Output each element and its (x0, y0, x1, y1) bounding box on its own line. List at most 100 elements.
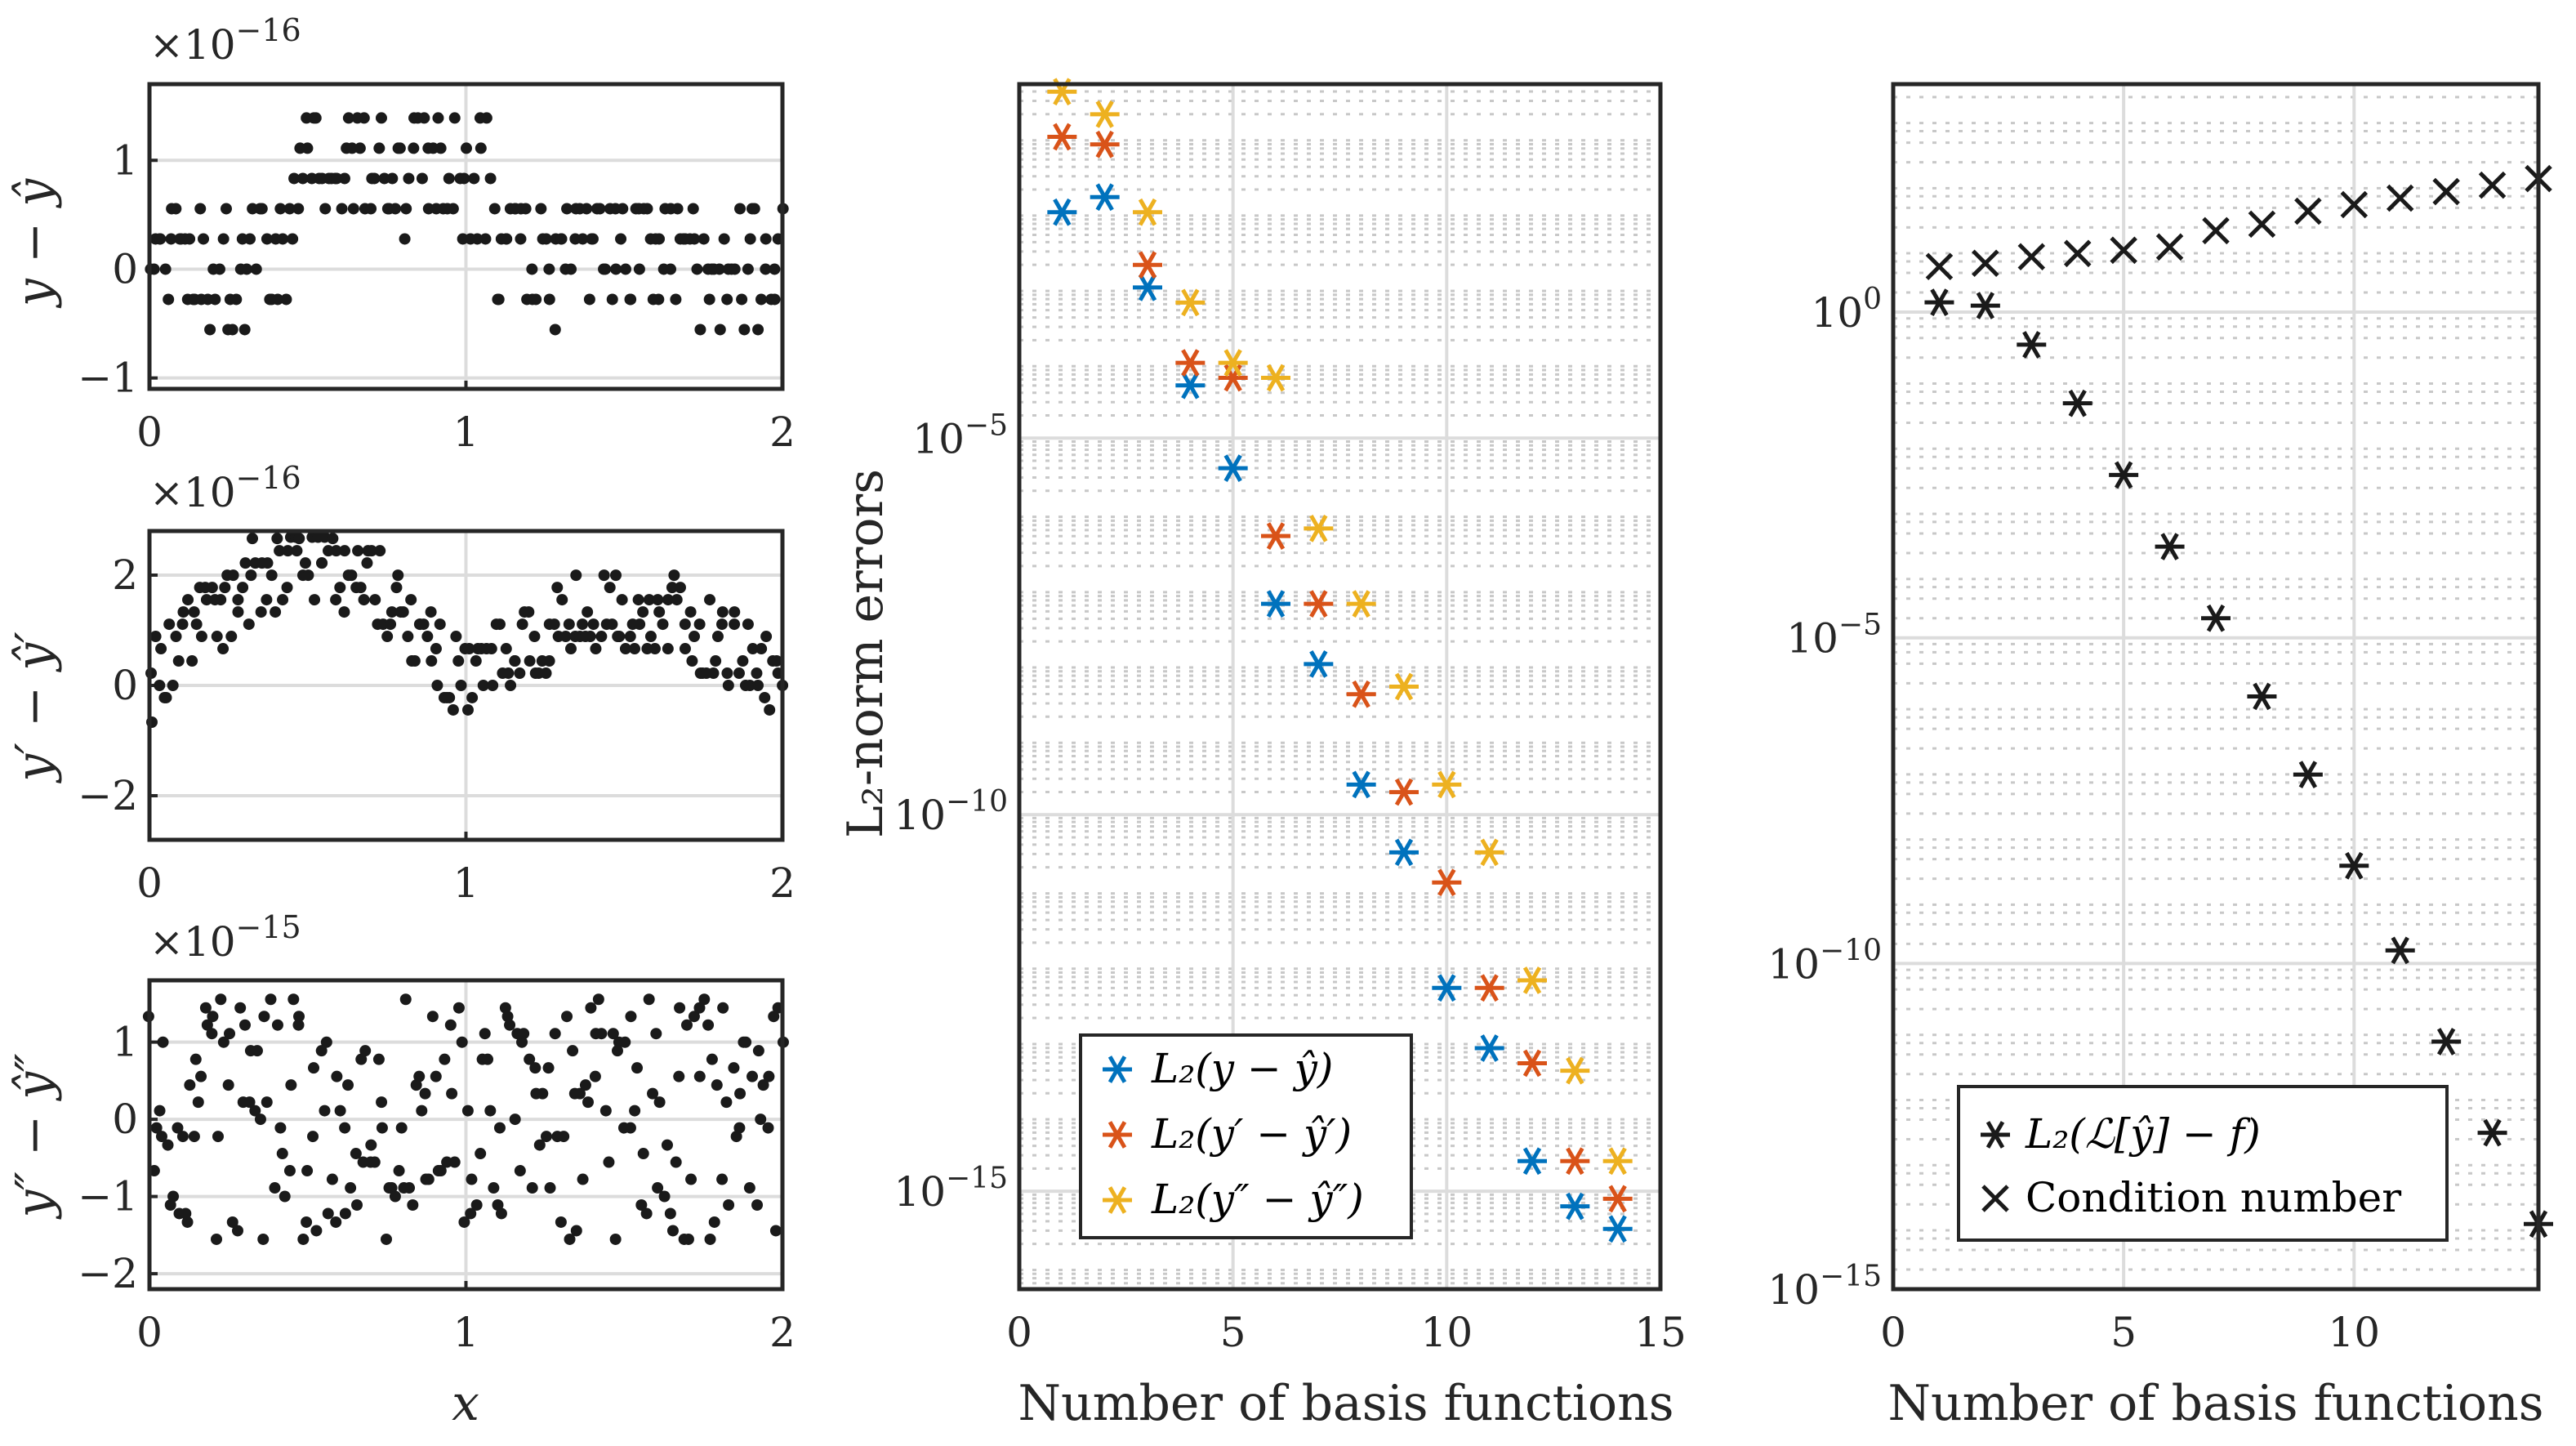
data-point (617, 203, 629, 215)
data-point (613, 631, 626, 643)
data-point (587, 618, 599, 631)
data-point (574, 1087, 586, 1100)
data-point (211, 1233, 223, 1245)
data-point (475, 1148, 487, 1160)
data-point (537, 1087, 549, 1100)
data-point (157, 1036, 169, 1048)
data-point (342, 112, 354, 124)
marker-residual_condition-s1-stroke (2017, 243, 2046, 271)
data-point (673, 1070, 685, 1082)
data-point (582, 1096, 595, 1109)
data-point (368, 172, 381, 185)
data-point (186, 655, 198, 667)
marker-l2_errors-s1-stroke (1309, 590, 1328, 618)
data-point (261, 233, 273, 245)
data-point (670, 1156, 682, 1168)
data-point (619, 263, 631, 275)
data-point (529, 1062, 541, 1074)
data-point (751, 680, 764, 691)
data-point (421, 631, 434, 643)
marker-l2_errors-s1 (1175, 349, 1206, 377)
data-point (528, 631, 541, 643)
data-point (563, 618, 575, 631)
marker-residual_condition-s1-stroke (2063, 239, 2092, 268)
data-point (330, 545, 342, 557)
marker-l2_errors-s0 (1518, 1147, 1547, 1176)
marker-l2_errors-s0-stroke (1181, 371, 1200, 399)
data-point (390, 582, 403, 594)
data-point (241, 263, 253, 275)
data-point (217, 643, 230, 655)
marker-l2_errors-s1-stroke (1437, 868, 1456, 897)
panel-residual-dy: y′ − ŷ′ ×10−16 0 1 2 −2 0 2 (6, 460, 796, 907)
data-point (728, 1062, 740, 1074)
data-point (400, 203, 412, 215)
data-point (176, 1131, 189, 1143)
data-point (583, 293, 595, 306)
marker-residual_condition-s1 (2386, 184, 2414, 212)
data-point (641, 203, 653, 215)
data-point (671, 203, 684, 215)
data-point (609, 1233, 622, 1245)
data-point (579, 1079, 591, 1091)
marker-residual_condition-s0-stroke (2345, 851, 2364, 880)
data-point (271, 533, 283, 545)
marker-residual_condition-s1 (2294, 197, 2322, 225)
marker-residual_condition-s1-stroke (2202, 216, 2230, 245)
data-point (339, 545, 351, 557)
x-tick-label: 5 (1220, 1309, 1246, 1356)
data-point (752, 1045, 764, 1057)
legend-marker-condition (1981, 1185, 2009, 1212)
marker-l2_errors-s0-stroke (1223, 454, 1242, 483)
data-point (201, 1019, 213, 1031)
marker-l2_errors-s1 (1389, 778, 1419, 806)
data-point (762, 1122, 774, 1134)
x-tick-label: 2 (769, 859, 796, 907)
data-point (226, 1216, 238, 1228)
data-point (543, 655, 555, 667)
data-point (769, 293, 781, 306)
data-point (296, 172, 309, 185)
data-point (516, 618, 528, 631)
data-point (610, 569, 622, 582)
data-point (661, 1139, 673, 1151)
marker-l2_errors-s2-stroke (1566, 1056, 1584, 1085)
legend-marker-series3-stroke (1108, 1186, 1127, 1214)
data-point (257, 1233, 270, 1245)
data-point (320, 1036, 332, 1048)
data-point (682, 1233, 694, 1245)
plot-frame (1017, 82, 1663, 1292)
data-point (346, 142, 359, 154)
data-point (301, 142, 314, 154)
marker-residual_condition-s0-stroke (1930, 288, 1949, 316)
data-point (540, 233, 552, 245)
data-point (470, 655, 482, 667)
marker-residual_condition-s0 (2293, 761, 2323, 788)
data-point (460, 142, 472, 154)
marker-residual_condition-s1 (2248, 210, 2276, 239)
data-point (492, 1198, 504, 1211)
data-point (234, 1002, 247, 1014)
data-point (581, 203, 593, 215)
data-point (637, 606, 649, 618)
data-point (610, 263, 622, 275)
marker-residual_condition-s0 (2247, 682, 2277, 711)
data-point (219, 582, 231, 594)
marker-l2_errors-s1 (1133, 251, 1162, 279)
data-point (369, 594, 381, 606)
x-tick-label: 0 (136, 408, 163, 456)
data-point (760, 263, 772, 275)
data-point (548, 618, 560, 631)
data-point (543, 263, 555, 275)
marker-residual_condition-s1 (1972, 249, 1999, 278)
data-point (215, 993, 227, 1006)
data-point (721, 667, 733, 680)
marker-l2_errors-s0-stroke (1095, 183, 1114, 212)
data-point (555, 1216, 567, 1228)
data-point (417, 618, 430, 631)
data-point (710, 655, 722, 667)
data-point (733, 667, 745, 680)
data-point (666, 1225, 679, 1237)
y-tick-label: 0 (112, 245, 138, 292)
marker-residual_condition-s0 (2431, 1028, 2462, 1055)
